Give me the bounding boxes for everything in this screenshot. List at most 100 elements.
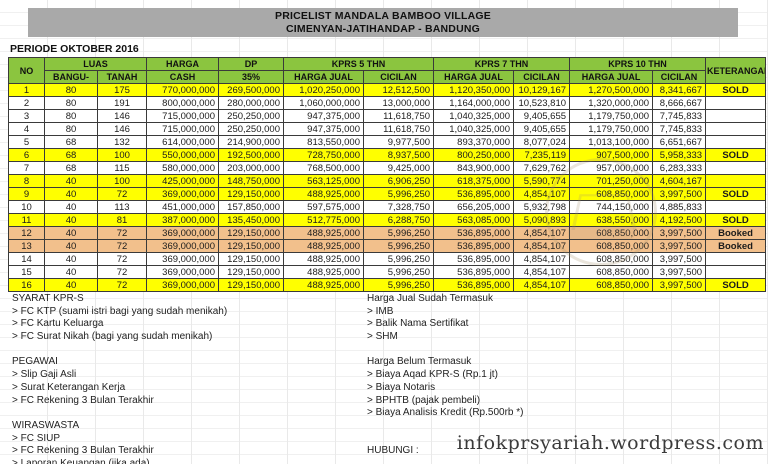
cell-bangunan: 80 [44,83,98,97]
cell-no: 2 [8,96,45,110]
header-no: NO [8,57,45,84]
cell-kprs5-harga-jual: 947,375,000 [283,109,364,123]
table-row: 2 80 191 800,000,000 280,000,000 1,060,000,00… [8,96,767,110]
header-kprs10: KPRS 10 THN [569,57,707,71]
cell-kprs5-harga-jual: 488,925,000 [283,278,364,292]
cell-harga-cash: 800,000,000 [146,96,219,110]
cell-harga-cash: 369,000,000 [146,239,219,253]
cell-kprs5-cicilan: 6,288,750 [362,213,435,227]
cell-harga-cash: 715,000,000 [146,122,219,136]
syarat-section: SYARAT KPR-S > FC KTP (suami istri bagi y… [12,293,342,464]
cell-kprs7-cicilan: 5,090,893 [513,213,571,227]
header-kprs7-harga-jual: HARGA JUAL [433,70,515,84]
table-row: 11 40 81 387,000,000 135,450,000 512,775,000 6… [8,213,767,227]
cell-dp: 129,150,000 [218,252,284,266]
table-row: 16 40 72 369,000,000 129,150,000 488,925,000 5… [8,278,767,292]
cell-kprs5-harga-jual: 813,550,000 [283,135,364,149]
cell-keterangan [705,161,767,175]
header-harga: HARGA [146,57,219,71]
cell-kprs7-cicilan: 4,854,107 [513,252,571,266]
footer-spacer [367,420,697,433]
cell-kprs7-harga-jual: 843,900,000 [433,161,515,175]
cell-keterangan: Booked [705,239,767,253]
cell-kprs5-cicilan: 8,937,500 [362,148,435,162]
cell-kprs10-cicilan: 4,192,500 [652,213,707,227]
cell-dp: 250,250,000 [218,122,284,136]
cell-kprs5-harga-jual: 768,500,000 [283,161,364,175]
cell-dp: 129,150,000 [218,265,284,279]
cell-kprs10-harga-jual: 638,550,000 [569,213,654,227]
cell-bangunan: 40 [44,213,98,227]
cell-kprs10-cicilan: 7,745,833 [652,122,707,136]
header-kprs5-cicilan: CICILAN [362,70,435,84]
footer-line: > Biaya Notaris [367,381,436,393]
cell-harga-cash: 425,000,000 [146,174,219,188]
cell-bangunan: 40 [44,278,98,292]
document-title: PRICELIST MANDALA BAMBOO VILLAGE CIMENYA… [28,8,738,37]
cell-tanah: 72 [97,187,147,201]
footer-line: > FC SIUP [12,432,61,444]
cell-kprs10-harga-jual: 701,250,000 [569,174,654,188]
footer-line: HUBUNGI : [367,445,419,457]
cell-tanah: 146 [97,109,147,123]
cell-harga-cash: 369,000,000 [146,265,219,279]
cell-harga-cash: 580,000,000 [146,161,219,175]
header-kprs7: KPRS 7 THN [433,57,571,71]
footer-spacer [12,344,342,357]
table-row: 15 40 72 369,000,000 129,150,000 488,925,000 5… [8,265,767,279]
cell-kprs10-cicilan: 7,745,833 [652,109,707,123]
cell-kprs5-harga-jual: 728,750,000 [283,148,364,162]
footer-line: > Surat Keterangan Kerja [12,381,126,393]
cell-no: 8 [8,174,45,188]
cell-kprs10-harga-jual: 608,850,000 [569,239,654,253]
cell-dp: 250,250,000 [218,109,284,123]
cell-kprs5-cicilan: 5,996,250 [362,265,435,279]
cell-dp: 129,150,000 [218,226,284,240]
cell-kprs5-harga-jual: 488,925,000 [283,239,364,253]
cell-kprs5-harga-jual: 488,925,000 [283,252,364,266]
cell-dp: 203,000,000 [218,161,284,175]
cell-bangunan: 80 [44,109,98,123]
cell-kprs5-harga-jual: 488,925,000 [283,187,364,201]
cell-no: 16 [8,278,45,292]
footer-line: SYARAT KPR-S [12,293,84,304]
cell-kprs5-cicilan: 5,996,250 [362,252,435,266]
cell-kprs7-harga-jual: 1,040,325,000 [433,122,515,136]
cell-kprs10-cicilan: 6,283,333 [652,161,707,175]
footer-spacer [367,344,697,357]
cell-bangunan: 40 [44,174,98,188]
cell-kprs10-cicilan: 3,997,500 [652,278,707,292]
cell-kprs5-harga-jual: 563,125,000 [283,174,364,188]
header-dp: DP [218,57,284,71]
cell-keterangan: SOLD [705,83,767,97]
cell-keterangan: SOLD [705,148,767,162]
cell-bangunan: 40 [44,265,98,279]
cell-kprs5-harga-jual: 488,925,000 [283,265,364,279]
cell-kprs5-cicilan: 5,996,250 [362,239,435,253]
cell-kprs10-harga-jual: 608,850,000 [569,252,654,266]
cell-harga-cash: 715,000,000 [146,109,219,123]
header-kprs10-cicilan: CICILAN [652,70,707,84]
cell-kprs10-cicilan: 3,997,500 [652,252,707,266]
cell-kprs7-cicilan: 4,854,107 [513,226,571,240]
cell-keterangan [705,200,767,214]
cell-tanah: 191 [97,96,147,110]
cell-kprs7-cicilan: 5,932,798 [513,200,571,214]
cell-harga-cash: 770,000,000 [146,83,219,97]
cell-kprs5-cicilan: 6,906,250 [362,174,435,188]
cell-kprs10-harga-jual: 1,179,750,000 [569,122,654,136]
table-row: 14 40 72 369,000,000 129,150,000 488,925,000 5… [8,252,767,266]
cell-keterangan [705,96,767,110]
cell-dp: 192,500,000 [218,148,284,162]
table-header: NO LUAS HARGA DP KPRS 5 THN KPRS 7 THN K… [8,57,767,84]
table-row: 7 68 115 580,000,000 203,000,000 768,500,000 9… [8,161,767,175]
cell-no: 9 [8,187,45,201]
footer-line: > FC Kartu Keluarga [12,318,104,330]
cell-kprs10-harga-jual: 608,850,000 [569,187,654,201]
cell-kprs5-harga-jual: 488,925,000 [283,226,364,240]
cell-kprs7-harga-jual: 536,895,000 [433,239,515,253]
footer-line: > FC Surat Nikah (bagi yang sudah menika… [12,331,213,343]
cell-dp: 280,000,000 [218,96,284,110]
cell-kprs5-harga-jual: 1,060,000,000 [283,96,364,110]
table-row: 9 40 72 369,000,000 129,150,000 488,925,000 5,… [8,187,767,201]
